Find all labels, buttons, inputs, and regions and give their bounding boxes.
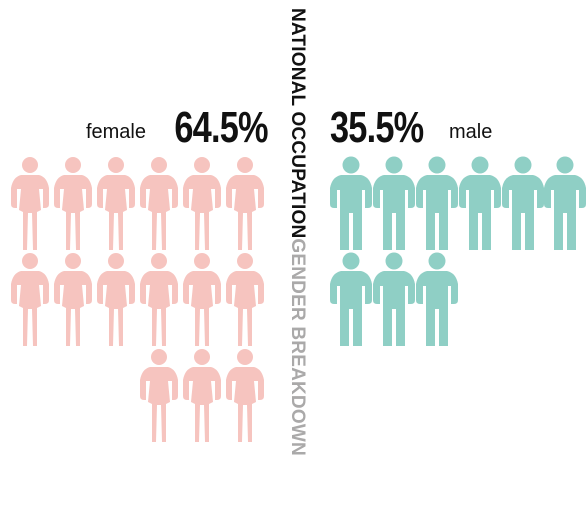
female-person-icon bbox=[226, 253, 264, 346]
female-person-icon bbox=[226, 157, 264, 250]
title-sub: GENDER BREAKDOWN bbox=[287, 238, 308, 456]
male-person-icon bbox=[330, 252, 372, 346]
female-person-icon bbox=[54, 157, 92, 250]
male-person-icon bbox=[373, 252, 415, 346]
male-person-icon bbox=[373, 156, 415, 250]
female-person-icon bbox=[97, 253, 135, 346]
female-person-icon bbox=[183, 253, 221, 346]
female-person-icon bbox=[97, 157, 135, 250]
female-person-icon bbox=[226, 349, 264, 442]
male-label: male bbox=[449, 121, 493, 143]
male-percent: 35.5% bbox=[330, 103, 424, 152]
female-person-icon bbox=[11, 157, 49, 250]
female-person-icon bbox=[140, 349, 178, 442]
female-label: female bbox=[85, 121, 146, 143]
male-person-icon bbox=[459, 156, 501, 250]
male-person-icon bbox=[330, 156, 372, 250]
male-person-icon bbox=[416, 156, 458, 250]
title-main: NATIONAL OCCUPATION bbox=[287, 8, 308, 239]
female-person-icon bbox=[140, 157, 178, 250]
male-person-icon bbox=[416, 252, 458, 346]
female-person-icon bbox=[11, 253, 49, 346]
male-person-icon bbox=[502, 156, 544, 250]
female-percent: 64.5% bbox=[174, 103, 269, 152]
female-person-icon bbox=[183, 157, 221, 250]
female-person-icon bbox=[140, 253, 178, 346]
chart-title: NATIONAL OCCUPATIONGENDER BREAKDOWN bbox=[284, 8, 310, 518]
male-person-icon bbox=[544, 156, 586, 250]
female-person-icon bbox=[183, 349, 221, 442]
female-person-icon bbox=[54, 253, 92, 346]
